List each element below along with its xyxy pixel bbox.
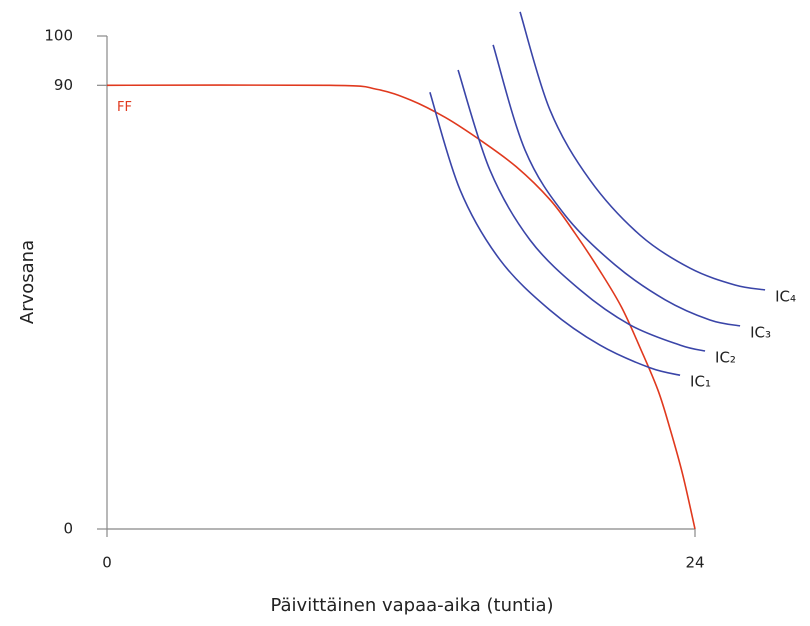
series-label: FF (117, 100, 132, 115)
curve (492, 44, 741, 327)
series-label: IC₃ (750, 323, 771, 341)
series-label: IC₁ (690, 373, 711, 391)
y-axis-label: Arvosana (17, 240, 38, 324)
x-tick-label: 0 (102, 554, 112, 572)
series-label: IC₂ (715, 349, 736, 367)
curve (519, 11, 766, 291)
y-tick-label: 100 (44, 27, 73, 45)
x-axis-label: Päivittäinen vapaa-aika (tuntia) (270, 595, 553, 616)
y-tick-label: 90 (54, 76, 73, 94)
curve (457, 69, 706, 352)
series-label: IC₄ (775, 287, 796, 305)
y-tick-label: 0 (63, 520, 73, 538)
curve (429, 91, 681, 376)
curve (106, 84, 696, 530)
x-tick-label: 24 (685, 554, 704, 572)
